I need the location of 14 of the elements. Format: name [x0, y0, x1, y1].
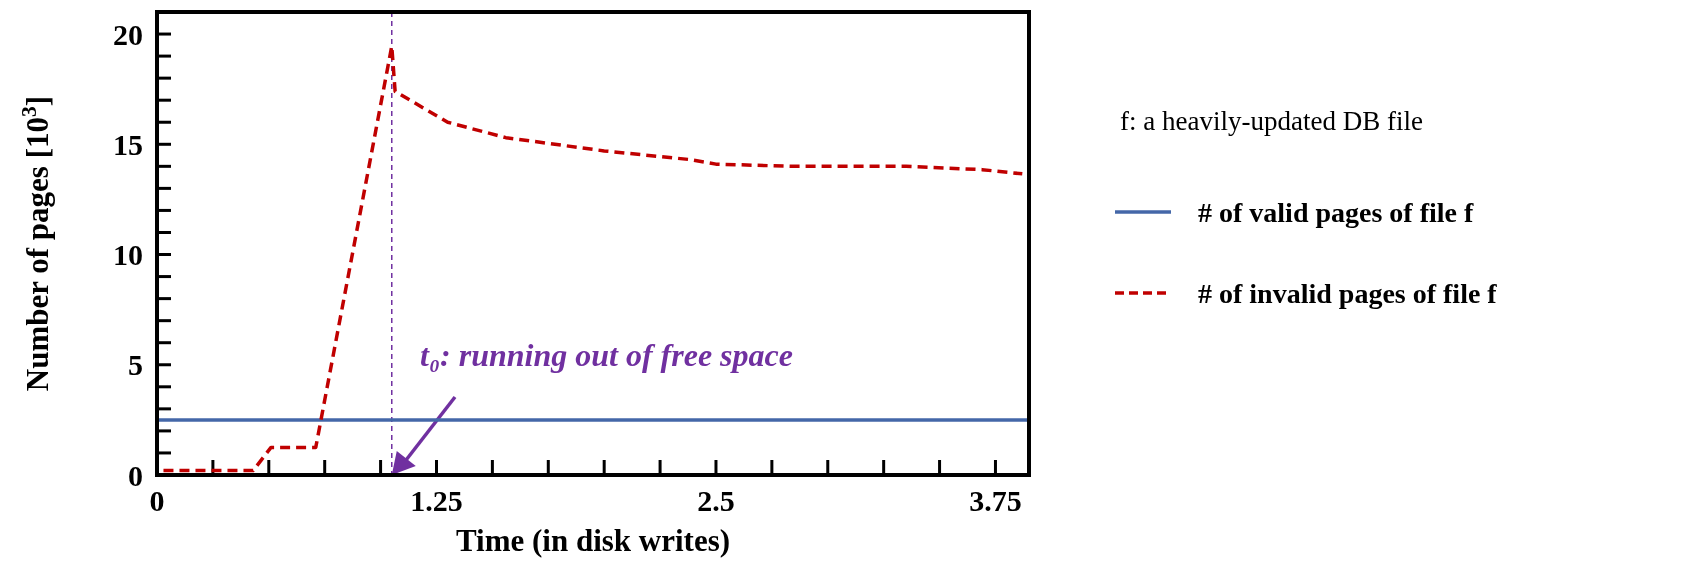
y-tick-label: 10: [113, 238, 143, 272]
x-tick-label: 3.75: [969, 484, 1022, 517]
x-axis-title: Time (in disk writes): [455, 523, 731, 558]
x-tick-label: 0: [149, 484, 165, 517]
y-tick-label: 20: [113, 17, 143, 51]
ref-line-label: t₀: running out of free space: [420, 337, 793, 373]
y-tick-label: 0: [128, 458, 143, 492]
x-tick-label: 2.5: [697, 484, 735, 517]
legend-label: # of invalid pages of file f: [1198, 277, 1498, 309]
y-tick-label: 5: [128, 348, 143, 382]
legend-title: f: a heavily-updated DB file: [1120, 106, 1423, 136]
x-tick-label: 1.25: [410, 484, 463, 517]
legend-label: # of valid pages of file f: [1198, 196, 1474, 228]
y-tick-label: 15: [113, 127, 143, 161]
